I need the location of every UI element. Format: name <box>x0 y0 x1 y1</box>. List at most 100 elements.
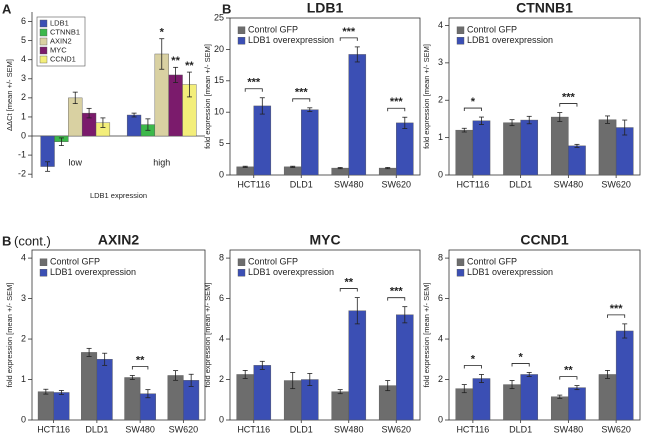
legend-swatch <box>456 269 465 277</box>
significance: ** <box>136 354 145 366</box>
x-tick-label: SW620 <box>381 424 411 434</box>
y-tick-label: -1 <box>18 149 26 159</box>
x-tick-label: SW480 <box>125 424 155 434</box>
significance: ** <box>564 365 573 377</box>
significance: *** <box>390 96 404 108</box>
bar <box>472 120 491 176</box>
legend-label: LDB1 overexpression <box>467 267 553 277</box>
bar <box>396 314 414 421</box>
x-axis-label: LDB1 expression <box>90 191 147 200</box>
y-tick-label: 0 <box>21 414 26 424</box>
x-tick-label: DLD1 <box>290 424 313 434</box>
bar <box>96 359 113 421</box>
bar <box>283 166 302 176</box>
x-tick-label: SW620 <box>169 424 199 434</box>
legend-swatch <box>39 37 48 46</box>
bar <box>348 54 367 176</box>
y-tick-label: 25 <box>214 12 224 22</box>
legend-swatch <box>39 46 48 55</box>
x-tick-label: low <box>68 157 82 167</box>
y-tick-label: 3 <box>438 57 443 67</box>
x-tick-label: HCT116 <box>37 424 70 434</box>
y-axis-label: fold expression [mean +/- SEM] <box>422 283 431 388</box>
significance-bracket <box>387 297 406 301</box>
legend-label: LDB1 overexpression <box>50 267 136 277</box>
y-tick-label: 5 <box>21 35 26 45</box>
y-tick-label: 10 <box>214 107 224 117</box>
bar <box>550 396 569 421</box>
panel-note: (cont.) <box>14 233 51 248</box>
y-tick-label: 4 <box>219 333 224 343</box>
plot-frame <box>229 17 421 176</box>
significance-bracket <box>387 107 406 112</box>
y-axis-label: fold expression [mean +/- SEM] <box>203 283 212 388</box>
legend-label: Control GFP <box>467 257 517 267</box>
bar <box>568 145 586 176</box>
significance: *** <box>342 26 356 38</box>
y-tick-label: 4 <box>21 252 26 262</box>
x-tick-label: SW480 <box>334 424 364 434</box>
plot-frame <box>229 249 421 421</box>
bar <box>503 122 521 176</box>
y-axis-label: fold expression [mean +/- SEM] <box>422 44 431 149</box>
y-tick-label: 0 <box>219 169 224 179</box>
x-tick-label: HCT116 <box>237 424 270 434</box>
x-tick-label: HCT116 <box>237 179 270 189</box>
significance-bracket <box>463 365 482 369</box>
y-tick-label: 6 <box>438 293 443 303</box>
significance: * <box>471 353 476 365</box>
y-tick-label: 20 <box>214 44 224 54</box>
bar <box>396 122 414 176</box>
bar <box>378 167 397 176</box>
x-tick-label: SW620 <box>601 179 631 189</box>
bar <box>81 352 98 421</box>
bar <box>615 330 634 421</box>
legend-swatch <box>39 28 48 37</box>
significance-bracket <box>511 363 530 367</box>
legend-swatch <box>456 26 465 34</box>
bar <box>167 375 184 421</box>
y-tick-label: -2 <box>18 169 26 179</box>
y-axis-label: ΔΔCt [mean +/- SEM] <box>5 59 14 131</box>
panel-label: B <box>2 233 11 248</box>
bar <box>331 391 349 421</box>
bar <box>301 109 319 176</box>
y-tick-label: 4 <box>21 54 26 64</box>
x-tick-label: DLD1 <box>509 179 532 189</box>
legend-swatch <box>39 55 48 64</box>
significance: ** <box>171 55 180 67</box>
significance: *** <box>295 87 309 99</box>
significance: * <box>518 351 523 363</box>
significance-bracket <box>292 98 311 102</box>
x-tick-label: high <box>153 157 170 167</box>
y-tick-label: 4 <box>438 20 443 30</box>
bar <box>53 392 70 421</box>
bar <box>550 116 569 176</box>
y-tick-label: 6 <box>21 16 26 26</box>
panel-label: B <box>222 1 231 16</box>
legend-label: AXIN2 <box>50 36 72 45</box>
significance-bracket <box>463 107 482 112</box>
bar <box>520 374 539 421</box>
y-tick-label: 3 <box>21 293 26 303</box>
significance-bracket <box>339 288 358 292</box>
significance: ** <box>344 276 353 288</box>
bar <box>168 74 183 137</box>
legend-swatch <box>456 258 465 266</box>
x-tick-label: HCT116 <box>456 424 489 434</box>
legend-label: Control GFP <box>467 25 517 35</box>
y-tick-label: 1 <box>21 374 26 384</box>
significance: * <box>160 27 165 39</box>
significance: ** <box>185 60 194 72</box>
significance: *** <box>390 286 404 298</box>
x-tick-label: DLD1 <box>290 179 313 189</box>
legend-label: LDB1 overexpression <box>248 35 334 45</box>
plot-frame <box>448 17 641 176</box>
y-tick-label: 2 <box>219 374 224 384</box>
significance-bracket <box>244 88 263 92</box>
legend-label: LDB1 overexpression <box>467 35 553 45</box>
bar <box>520 119 539 176</box>
legend-swatch <box>237 37 246 45</box>
y-tick-label: 0 <box>21 130 26 140</box>
